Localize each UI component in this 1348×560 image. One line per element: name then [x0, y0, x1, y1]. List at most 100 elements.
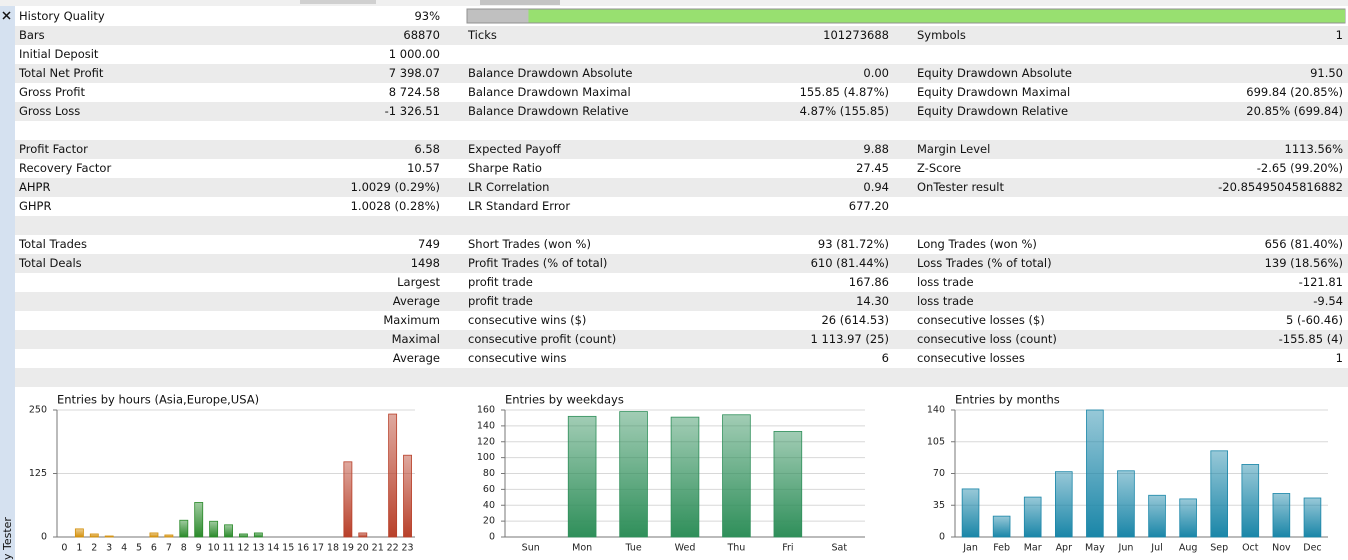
- row-label: LR Standard Error: [468, 199, 570, 213]
- tab: [480, 0, 560, 5]
- bar: [209, 520, 219, 538]
- row-label: Balance Drawdown Maximal: [468, 85, 631, 99]
- x-tick-label: 10: [208, 543, 220, 554]
- bar: [74, 528, 84, 538]
- row-label: Symbols: [917, 28, 966, 42]
- y-tick-label: 20: [483, 516, 495, 527]
- x-tick-label: Sun: [522, 543, 540, 554]
- row-value: 4.87% (155.85): [800, 104, 889, 118]
- x-tick-label: 7: [166, 543, 172, 554]
- row-value: 699.84 (20.85%): [1246, 85, 1343, 99]
- row-value: 139 (18.56%): [1265, 256, 1343, 270]
- bar: [1023, 496, 1042, 538]
- x-tick-label: 21: [372, 543, 384, 554]
- row-value: 677.20: [849, 199, 889, 213]
- row-shade: [15, 368, 1348, 387]
- row-shade: [15, 26, 1348, 45]
- row-label: Equity Drawdown Relative: [917, 104, 1068, 118]
- bar: [239, 533, 248, 538]
- x-tick-label: 11: [222, 543, 234, 554]
- row-label: Bars: [19, 28, 45, 42]
- x-tick-label: Aug: [1179, 543, 1198, 554]
- row-value: 14.30: [856, 294, 889, 308]
- row-label: Short Trades (won %): [468, 237, 591, 251]
- row-value: Average: [393, 351, 440, 365]
- row-value: 7 398.07: [389, 66, 440, 80]
- row-label: GHPR: [19, 199, 51, 213]
- row-value: 1.0029 (0.29%): [351, 180, 440, 194]
- row-label: Total Trades: [18, 237, 87, 251]
- close-button[interactable]: [2, 11, 11, 20]
- x-tick-label: 3: [106, 543, 112, 554]
- bar: [224, 524, 233, 538]
- row-value: 1 000.00: [389, 47, 440, 61]
- bar: [1117, 470, 1135, 538]
- row-shade: [15, 140, 1348, 159]
- chart-title: Entries by weekdays: [505, 393, 624, 407]
- x-tick-label: 16: [297, 543, 309, 554]
- row-value: 1498: [411, 256, 440, 270]
- x-tick-label: Dec: [1303, 543, 1321, 554]
- row-shade: [15, 178, 1348, 197]
- row-label: Z-Score: [917, 161, 961, 175]
- row-shade: [15, 254, 1348, 273]
- quality-bar: [528, 9, 1345, 23]
- row-value: 93 (81.72%): [818, 237, 889, 251]
- x-tick-label: Sat: [831, 543, 847, 554]
- bar: [1303, 497, 1322, 538]
- row-value: Maximal: [392, 332, 440, 346]
- bar: [104, 535, 114, 538]
- bar: [773, 431, 803, 538]
- row-value: 0.94: [863, 180, 889, 194]
- bar: [1148, 494, 1166, 538]
- row-value: 1: [1336, 28, 1343, 42]
- x-tick-label: Sep: [1210, 543, 1228, 554]
- row-shade: [15, 216, 1348, 235]
- x-tick-label: 8: [181, 543, 187, 554]
- row-label: Initial Deposit: [19, 47, 99, 61]
- bar: [619, 411, 648, 538]
- row-value: Largest: [397, 275, 440, 289]
- row-shade: [15, 292, 1348, 311]
- x-tick-label: 17: [312, 543, 324, 554]
- row-shade: [15, 330, 1348, 349]
- row-value: 167.86: [849, 275, 889, 289]
- y-tick-label: 80: [483, 468, 495, 479]
- bar: [992, 515, 1011, 538]
- row-label: AHPR: [19, 180, 50, 194]
- x-tick-label: 12: [237, 543, 249, 554]
- row-value: 1113.56%: [1285, 142, 1344, 156]
- x-tick-label: 13: [252, 543, 264, 554]
- bar: [194, 502, 204, 538]
- chart-title: Entries by hours (Asia,Europe,USA): [57, 393, 259, 407]
- chart-title: Entries by months: [955, 393, 1060, 407]
- row-value: 68870: [403, 28, 440, 42]
- bar: [1210, 450, 1229, 538]
- y-tick-label: 0: [41, 532, 47, 543]
- row-label: History Quality: [19, 9, 105, 23]
- x-tick-label: Apr: [1056, 543, 1073, 554]
- x-tick-label: Jul: [1150, 543, 1162, 554]
- row-value: -9.54: [1313, 294, 1343, 308]
- row-label: Gross Profit: [19, 85, 86, 99]
- row-value: -121.81: [1299, 275, 1343, 289]
- y-tick-label: 105: [927, 436, 945, 447]
- row-value: 10.57: [407, 161, 440, 175]
- row-label: loss trade: [917, 275, 974, 289]
- x-tick-label: Fri: [782, 543, 793, 554]
- x-tick-label: 19: [342, 543, 354, 554]
- row-value: 6: [882, 351, 889, 365]
- row-label: consecutive wins ($): [468, 313, 586, 327]
- x-tick-label: 2: [91, 543, 97, 554]
- row-value: 20.85% (699.84): [1246, 104, 1343, 118]
- row-label: profit trade: [468, 275, 533, 289]
- bar: [358, 532, 368, 538]
- row-value: 0.00: [863, 66, 889, 80]
- x-tick-label: 1: [76, 543, 82, 554]
- x-tick-label: 4: [121, 543, 127, 554]
- y-tick-label: 140: [477, 420, 495, 431]
- x-tick-label: Jun: [1118, 543, 1134, 554]
- row-label: Sharpe Ratio: [468, 161, 542, 175]
